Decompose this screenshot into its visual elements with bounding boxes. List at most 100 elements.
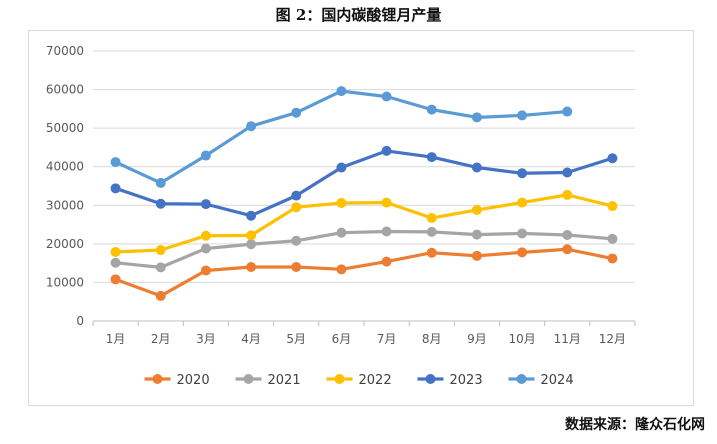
x-tick-label: 7月 xyxy=(377,332,397,346)
data-point xyxy=(291,190,302,201)
data-point xyxy=(200,230,211,241)
data-point xyxy=(517,228,528,239)
y-tick-label: 30000 xyxy=(46,198,84,212)
data-point xyxy=(246,230,257,241)
data-point xyxy=(517,247,528,258)
data-point xyxy=(607,253,618,264)
data-point xyxy=(381,91,392,102)
data-point xyxy=(336,86,347,97)
data-point xyxy=(336,162,347,173)
data-point xyxy=(517,197,528,208)
x-tick-label: 9月 xyxy=(467,332,487,346)
data-point xyxy=(155,262,166,273)
data-point xyxy=(471,162,482,173)
legend-label: 2021 xyxy=(268,373,301,388)
x-tick-label: 5月 xyxy=(286,332,306,346)
x-tick-label: 10月 xyxy=(508,332,535,346)
data-point xyxy=(471,250,482,261)
legend-marker xyxy=(243,374,254,384)
legend-label: 2024 xyxy=(541,373,574,388)
x-tick-label: 1月 xyxy=(106,332,126,346)
data-point xyxy=(291,235,302,246)
y-tick-label: 10000 xyxy=(46,275,84,289)
legend-marker xyxy=(152,374,163,384)
x-tick-label: 11月 xyxy=(554,332,581,346)
y-tick-label: 20000 xyxy=(46,237,84,251)
series-2023 xyxy=(110,145,618,221)
data-point xyxy=(110,157,121,168)
data-point xyxy=(246,210,257,221)
y-axis-ticks: 0 10000 20000 30000 40000 50000 60000 70000 xyxy=(46,44,84,328)
data-point xyxy=(155,177,166,188)
data-point xyxy=(562,106,573,117)
series-line-2020 xyxy=(113,247,615,298)
data-point xyxy=(562,189,573,200)
data-point xyxy=(246,121,257,132)
data-point xyxy=(562,244,573,255)
data-point xyxy=(200,199,211,210)
legend-label: 2020 xyxy=(177,373,210,388)
y-tick-label: 70000 xyxy=(46,44,84,58)
x-tick-label: 2月 xyxy=(151,332,171,346)
x-tick-label: 12月 xyxy=(599,332,626,346)
data-point xyxy=(110,246,121,257)
data-point xyxy=(110,183,121,194)
data-point xyxy=(200,265,211,276)
series-line-2021 xyxy=(113,229,615,269)
legend-label: 2023 xyxy=(450,373,483,388)
x-axis: 1月 2月 3月 4月 5月 6月 7月 8月 9月 10月 11月 12月 xyxy=(92,320,636,346)
series-2022 xyxy=(110,189,618,257)
series-line-2023 xyxy=(113,149,615,218)
data-point xyxy=(471,112,482,123)
series-lines xyxy=(110,86,618,301)
data-point xyxy=(381,226,392,237)
x-tick-label: 8月 xyxy=(422,332,442,346)
legend-label: 2022 xyxy=(359,373,392,388)
legend-item-2023: 2023 xyxy=(417,373,483,388)
series-2020 xyxy=(110,244,618,301)
legend-marker xyxy=(425,374,436,384)
data-point xyxy=(381,256,392,267)
y-tick-label: 0 xyxy=(76,314,84,328)
y-tick-label: 40000 xyxy=(46,160,84,174)
series-2024 xyxy=(110,86,573,188)
x-tick-label: 6月 xyxy=(332,332,352,346)
y-tick-label: 50000 xyxy=(46,121,84,135)
series-line-2022 xyxy=(113,193,615,254)
data-point xyxy=(291,262,302,272)
x-tick-label: 4月 xyxy=(241,332,261,346)
data-point xyxy=(517,110,528,121)
series-2021 xyxy=(110,226,618,273)
data-point xyxy=(426,213,437,224)
legend-marker xyxy=(516,374,527,384)
data-point xyxy=(426,104,437,115)
chart-frame xyxy=(28,30,694,406)
gridlines xyxy=(93,50,635,283)
data-point xyxy=(110,257,121,268)
data-point xyxy=(426,152,437,163)
data-point xyxy=(517,168,528,179)
data-point xyxy=(562,167,573,178)
legend: 2020 2021 2022 2023 2024 xyxy=(144,373,574,388)
data-point xyxy=(607,153,618,164)
data-point xyxy=(471,229,482,240)
legend-item-2022: 2022 xyxy=(326,373,392,388)
data-point xyxy=(155,198,166,209)
data-point xyxy=(426,247,437,258)
data-point xyxy=(336,227,347,238)
data-point xyxy=(607,201,618,212)
legend-item-2020: 2020 xyxy=(144,373,210,388)
data-point xyxy=(336,264,347,275)
data-point xyxy=(607,233,618,244)
data-point xyxy=(246,239,257,250)
data-point xyxy=(381,197,392,208)
y-tick-label: 60000 xyxy=(46,83,84,97)
data-point xyxy=(381,145,392,156)
data-point xyxy=(155,245,166,256)
data-point xyxy=(426,226,437,237)
legend-item-2021: 2021 xyxy=(235,373,301,388)
chart-title: 图 2：国内碳酸锂月产量 xyxy=(275,6,442,24)
legend-item-2024: 2024 xyxy=(508,373,574,388)
data-point xyxy=(291,202,302,213)
